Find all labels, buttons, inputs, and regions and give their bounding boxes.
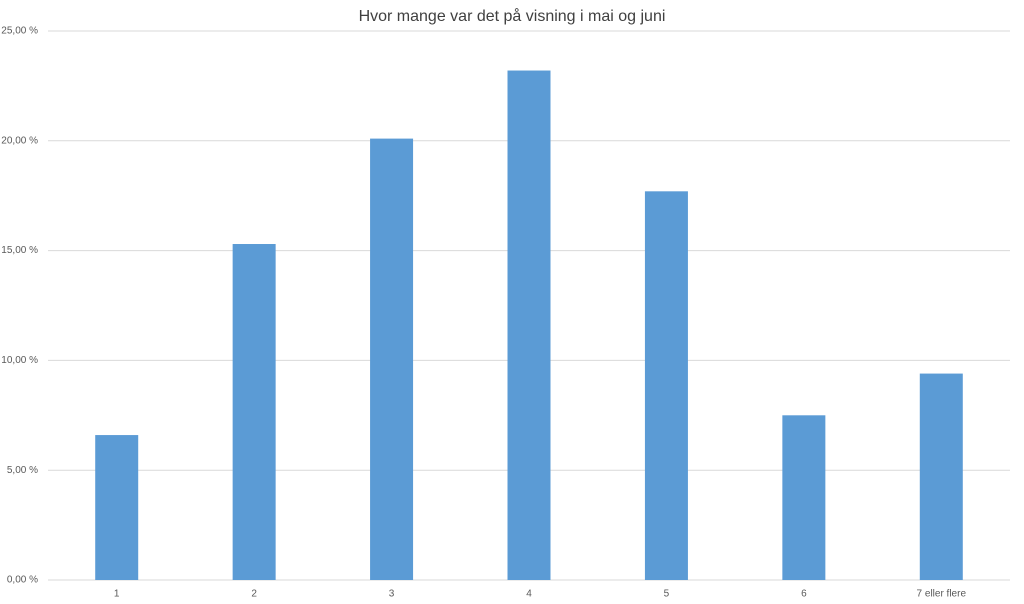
bar — [507, 70, 551, 580]
y-tick-label: 25,00 % — [1, 26, 38, 37]
chart-title: Hvor mange var det på visning i mai og j… — [359, 7, 666, 25]
y-tick-label: 10,00 % — [1, 355, 38, 366]
bar — [232, 244, 276, 580]
bar — [95, 435, 139, 580]
x-tick-label: 2 — [251, 589, 257, 600]
x-tick-label: 1 — [114, 589, 120, 600]
y-tick-label: 20,00 % — [1, 135, 38, 146]
bar — [782, 415, 826, 580]
y-tick-label: 5,00 % — [7, 465, 38, 476]
x-tick-label: 3 — [389, 589, 395, 600]
y-tick-label: 15,00 % — [1, 245, 38, 256]
x-tick-label: 6 — [801, 589, 807, 600]
bar — [919, 373, 963, 580]
x-tick-label: 7 eller flere — [917, 589, 967, 600]
x-tick-label: 5 — [664, 589, 670, 600]
y-tick-label: 0,00 % — [7, 575, 38, 586]
x-tick-label: 4 — [526, 589, 532, 600]
bar — [370, 138, 414, 580]
bar — [644, 191, 688, 581]
